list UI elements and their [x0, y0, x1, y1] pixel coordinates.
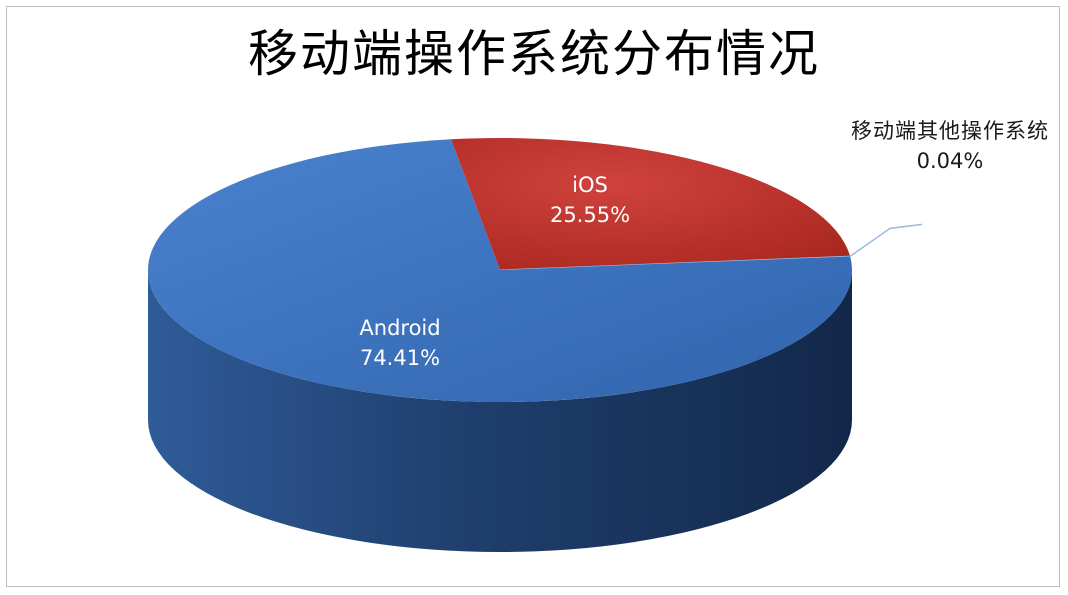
data-label-ios-name: iOS [572, 173, 608, 197]
data-label-other-name: 移动端其他操作系统 [851, 119, 1049, 143]
data-label-ios-value: 25.55% [549, 203, 631, 227]
pie-slice-android [148, 139, 852, 403]
leader-line-other [849, 223, 923, 257]
data-label-other: 移动端其他操作系统 0.04% [850, 116, 1050, 176]
data-label-android-value: 74.41% [359, 346, 441, 370]
pie-leader-lines [849, 223, 923, 257]
data-label-android-name: Android [359, 316, 441, 340]
pie-side-wall [148, 270, 852, 552]
pie-top-face [148, 138, 852, 403]
chart-title: 移动端操作系统分布情况 [248, 25, 820, 83]
data-label-other-value: 0.04% [916, 149, 984, 173]
data-label-ios: iOS 25.55% [520, 170, 660, 230]
pie-slice-ios [451, 138, 851, 270]
data-label-android: Android 74.41% [330, 313, 470, 373]
pie-side-android [148, 270, 852, 552]
